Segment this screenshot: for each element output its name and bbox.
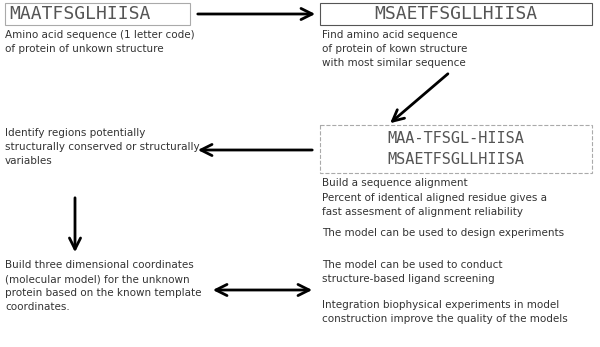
Text: Amino acid sequence (1 letter code)
of protein of unkown structure: Amino acid sequence (1 letter code) of p… <box>5 30 194 54</box>
Text: The model can be used to conduct
structure-based ligand screening: The model can be used to conduct structu… <box>322 260 503 284</box>
Text: Percent of identical aligned residue gives a
fast assesment of alignment reliabi: Percent of identical aligned residue giv… <box>322 193 547 217</box>
Text: Find amino acid sequence
of protein of kown structure
with most similar sequence: Find amino acid sequence of protein of k… <box>322 30 467 68</box>
Text: Build three dimensional coordinates
(molecular model) for the unknown
protein ba: Build three dimensional coordinates (mol… <box>5 260 202 312</box>
Text: Integration biophysical experiments in model
construction improve the quality of: Integration biophysical experiments in m… <box>322 300 568 324</box>
Text: The model can be used to design experiments: The model can be used to design experime… <box>322 228 564 238</box>
FancyBboxPatch shape <box>5 3 190 25</box>
Text: Build a sequence alignment: Build a sequence alignment <box>322 178 467 188</box>
Text: MAATFSGLHIISA: MAATFSGLHIISA <box>9 5 151 23</box>
FancyBboxPatch shape <box>320 125 592 173</box>
Text: MAA-TFSGL-HIISA: MAA-TFSGL-HIISA <box>388 130 524 145</box>
Text: MSAETFSGLLHIISA: MSAETFSGLLHIISA <box>374 5 538 23</box>
Text: MSAETFSGLLHIISA: MSAETFSGLLHIISA <box>388 152 524 167</box>
Text: Identify regions potentially
structurally conserved or structurally
variables: Identify regions potentially structurall… <box>5 128 200 166</box>
FancyBboxPatch shape <box>320 3 592 25</box>
